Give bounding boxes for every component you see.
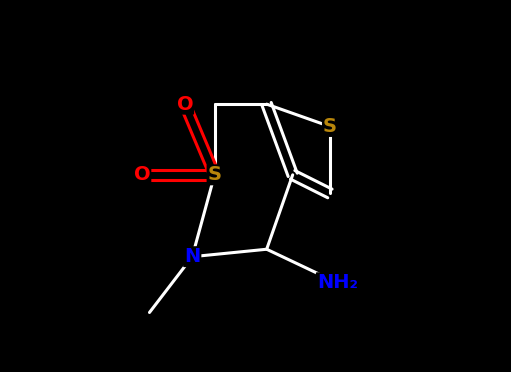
Text: O: O xyxy=(134,165,150,185)
Text: O: O xyxy=(176,94,193,114)
Text: S: S xyxy=(207,165,222,185)
Text: N: N xyxy=(184,247,200,266)
Text: S: S xyxy=(323,117,337,136)
Text: NH₂: NH₂ xyxy=(317,273,358,292)
